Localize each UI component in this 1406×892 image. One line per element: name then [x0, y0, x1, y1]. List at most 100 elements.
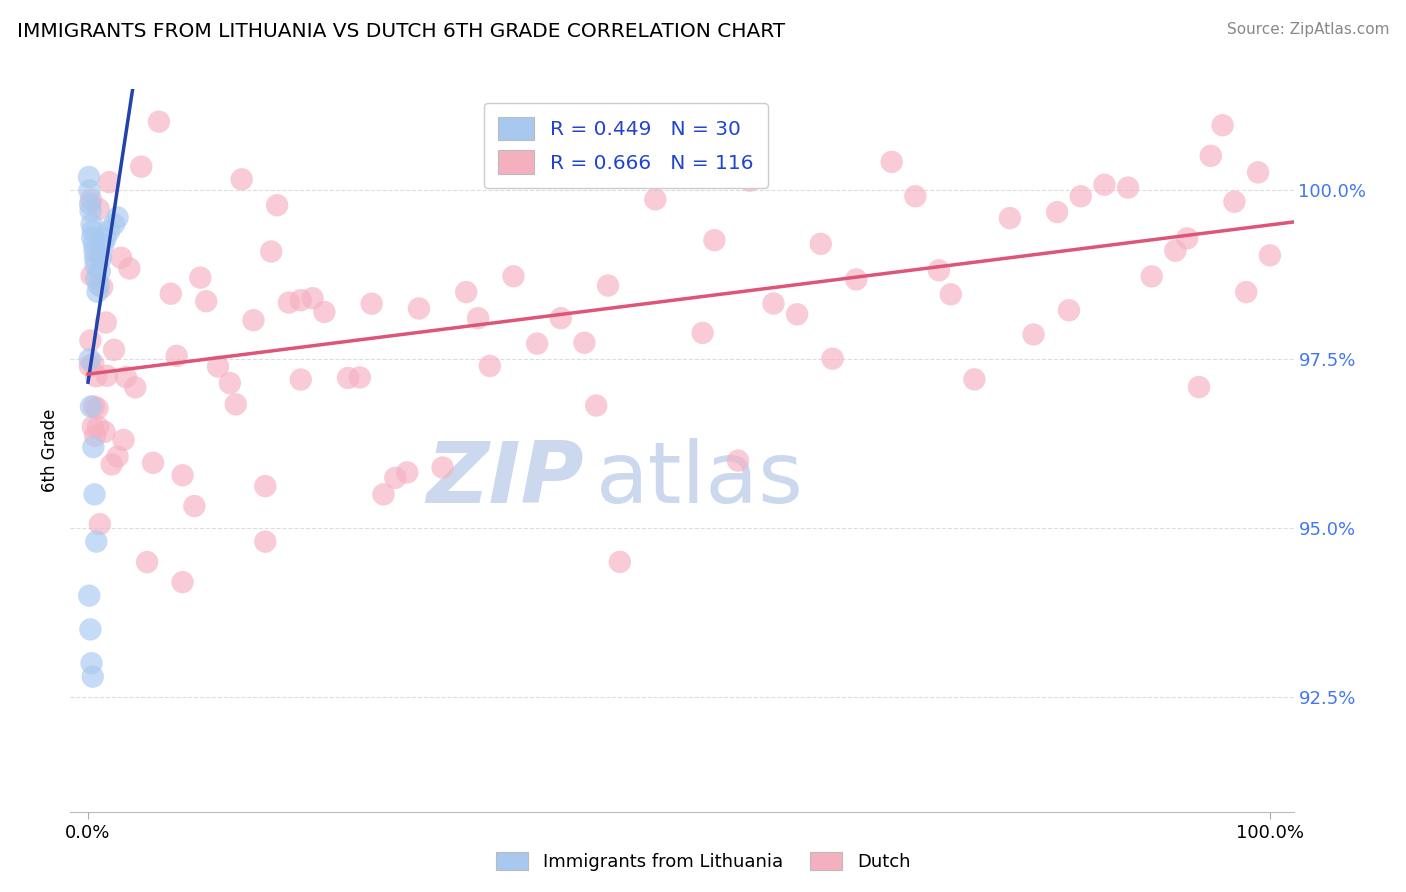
Point	[142, 456, 165, 470]
Point	[207, 359, 229, 374]
Point	[84, 251, 107, 265]
Point	[148, 114, 170, 128]
Point	[550, 311, 572, 326]
Point	[80, 656, 103, 670]
Point	[80, 400, 103, 414]
Point	[644, 192, 666, 206]
Point	[129, 160, 152, 174]
Point	[94, 231, 117, 245]
Point	[89, 517, 111, 532]
Point	[87, 420, 110, 434]
Point	[172, 575, 194, 590]
Point	[77, 169, 100, 184]
Point	[231, 172, 253, 186]
Point	[1175, 231, 1198, 245]
Point	[716, 141, 738, 155]
Point	[79, 359, 101, 373]
Point	[290, 373, 312, 387]
Point	[1022, 327, 1045, 342]
Point	[93, 425, 115, 439]
Point	[373, 487, 395, 501]
Point	[703, 233, 725, 247]
Point	[124, 380, 146, 394]
Point	[82, 419, 104, 434]
Point	[183, 499, 205, 513]
Point	[360, 296, 382, 310]
Point	[79, 623, 101, 637]
Point	[110, 251, 132, 265]
Point	[762, 296, 785, 310]
Point	[254, 479, 277, 493]
Point	[87, 278, 110, 293]
Point	[1140, 269, 1163, 284]
Point	[260, 244, 283, 259]
Point	[93, 237, 115, 252]
Point	[87, 202, 110, 216]
Point	[91, 280, 114, 294]
Point	[107, 211, 129, 225]
Point	[242, 313, 264, 327]
Point	[585, 399, 607, 413]
Point	[79, 197, 101, 211]
Point	[786, 307, 808, 321]
Point	[195, 294, 218, 309]
Point	[609, 555, 631, 569]
Point	[79, 352, 101, 367]
Point	[821, 351, 844, 366]
Point	[337, 371, 360, 385]
Point	[84, 369, 107, 384]
Point	[396, 466, 419, 480]
Legend: R = 0.449   N = 30, R = 0.666   N = 116: R = 0.449 N = 30, R = 0.666 N = 116	[484, 103, 768, 187]
Point	[79, 184, 101, 198]
Point	[77, 589, 100, 603]
Point	[225, 397, 247, 411]
Point	[880, 154, 903, 169]
Point	[80, 268, 103, 283]
Point	[80, 217, 103, 231]
Point	[84, 534, 107, 549]
Point	[1258, 248, 1281, 262]
Point	[83, 400, 105, 414]
Point	[727, 453, 749, 467]
Point	[79, 203, 101, 218]
Point	[218, 376, 240, 390]
Point	[266, 198, 288, 212]
Point	[103, 217, 125, 231]
Point	[467, 311, 489, 326]
Point	[526, 336, 548, 351]
Point	[998, 211, 1021, 226]
Point	[84, 258, 107, 272]
Point	[1199, 149, 1222, 163]
Point	[112, 433, 135, 447]
Point	[278, 295, 301, 310]
Point	[845, 272, 868, 286]
Point	[963, 372, 986, 386]
Point	[1188, 380, 1211, 394]
Point	[290, 293, 312, 308]
Point	[96, 368, 118, 383]
Point	[620, 120, 643, 135]
Point	[172, 468, 194, 483]
Point	[84, 271, 107, 285]
Point	[254, 534, 277, 549]
Point	[118, 261, 141, 276]
Point	[928, 263, 950, 277]
Point	[1046, 205, 1069, 219]
Point	[1057, 303, 1080, 318]
Point	[349, 370, 371, 384]
Text: Source: ZipAtlas.com: Source: ZipAtlas.com	[1226, 22, 1389, 37]
Point	[115, 370, 138, 384]
Point	[1212, 118, 1234, 132]
Point	[89, 264, 111, 278]
Point	[166, 349, 188, 363]
Point	[83, 487, 105, 501]
Point	[136, 555, 159, 569]
Point	[596, 278, 619, 293]
Point	[1070, 189, 1092, 203]
Point	[82, 357, 104, 371]
Point	[1223, 194, 1246, 209]
Point	[692, 326, 714, 340]
Point	[83, 237, 105, 252]
Point	[82, 440, 104, 454]
Point	[82, 670, 104, 684]
